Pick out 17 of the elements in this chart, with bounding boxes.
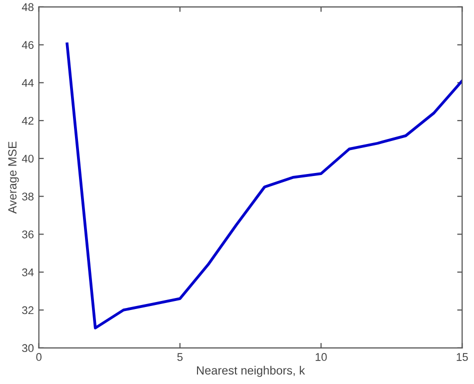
y-tick-label: 42 [22, 116, 34, 125]
y-axis-title: Average MSE [8, 142, 19, 214]
y-tick-label: 30 [22, 344, 34, 352]
x-tick-label: 15 [456, 353, 468, 361]
y-tick-label: 46 [22, 41, 34, 49]
y-tick-label: 36 [22, 230, 34, 238]
y-tick-label: 40 [22, 154, 34, 163]
y-tick-label: 44 [22, 79, 34, 87]
x-tick-label: 10 [316, 353, 327, 361]
y-tick-label: 38 [22, 192, 34, 200]
x-tick-label: 5 [177, 353, 183, 361]
line-series [66, 42, 462, 330]
y-tick-label: 32 [22, 306, 34, 314]
y-tick-label: 34 [22, 268, 34, 276]
y-tick-label: 48 [22, 3, 34, 12]
x-tick-label: 0 [36, 353, 42, 361]
x-axis-title: Nearest neighbors, k [197, 366, 305, 377]
